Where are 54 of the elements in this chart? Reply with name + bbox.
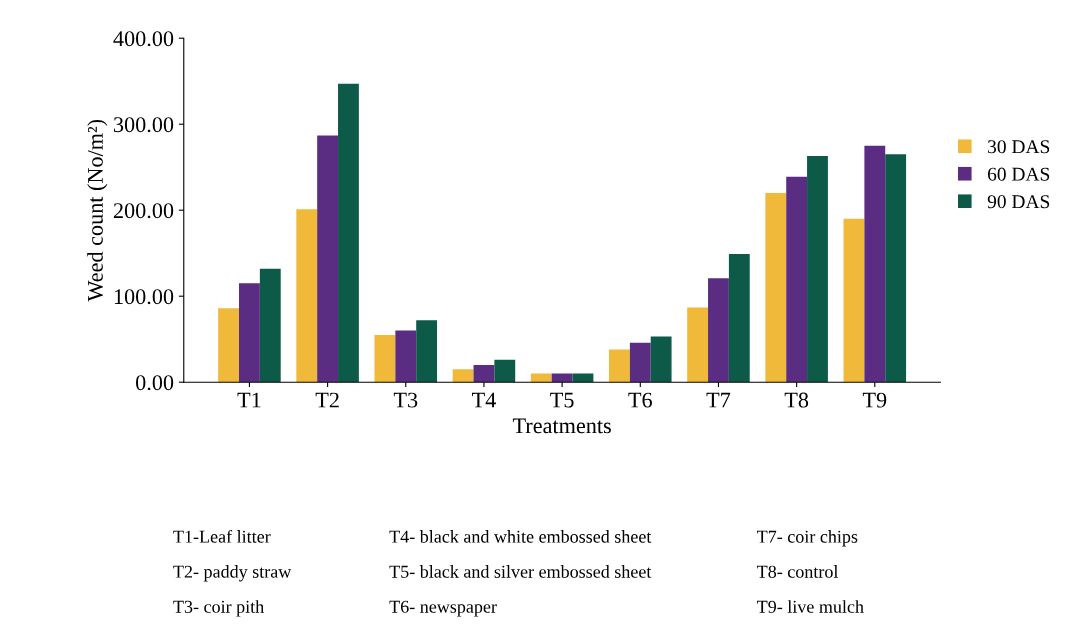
bar: [494, 359, 516, 383]
bar: [786, 176, 808, 383]
text: T4- black and white embossed sheet: [389, 530, 652, 543]
bar: [728, 254, 750, 383]
bar: [395, 330, 417, 383]
bar: [374, 334, 396, 383]
text: T8- control: [757, 565, 839, 578]
bar: [864, 145, 886, 383]
bar: [708, 278, 729, 383]
text: T7- coir chips: [757, 530, 858, 547]
bar: [259, 268, 281, 383]
y-tick-label: 200.00: [113, 203, 174, 219]
x-tick-label: T9: [862, 392, 887, 408]
bar: [629, 342, 651, 383]
bar: [473, 365, 495, 383]
legend-label: 30 DAS: [988, 140, 1050, 154]
text: T2- paddy straw: [173, 565, 292, 582]
x-tick-label: T6: [628, 392, 652, 408]
bar: [765, 193, 787, 383]
x-tick-label: T2: [315, 392, 339, 408]
bar: [885, 154, 907, 383]
y-tick-label: 400.00: [113, 31, 174, 47]
x-tick-label: T8: [784, 392, 809, 408]
text: T5- black and silver embossed sheet: [389, 565, 652, 578]
bar: [687, 307, 709, 383]
bar: [807, 156, 828, 383]
bar: [530, 373, 552, 383]
bar: [317, 135, 339, 383]
bar: [218, 308, 240, 383]
y-tick-label: 0.00: [136, 375, 174, 391]
x-tick-label: T1: [237, 392, 261, 408]
bar: [650, 336, 672, 383]
y-axis-title: Weed count (No/m²): [87, 119, 108, 302]
y-tick-label: 300.00: [114, 117, 174, 133]
text: T6- newspaper: [389, 600, 497, 617]
text: T9- live mulch: [757, 600, 864, 613]
text: T3- coir pith: [173, 600, 264, 617]
bar: [338, 83, 359, 383]
bar: [843, 218, 865, 383]
x-tick-label: T7: [706, 392, 731, 408]
bar: [452, 369, 474, 383]
bar: [239, 283, 260, 383]
x-axis-title: Treatments: [512, 418, 611, 434]
bar: [551, 373, 573, 383]
x-tick-label: T3: [393, 392, 418, 408]
text: T1-Leaf litter: [173, 529, 271, 543]
bar: [416, 320, 438, 383]
x-tick-label: T4: [472, 392, 496, 408]
bar: [296, 209, 318, 383]
y-tick-label: 100.00: [114, 289, 174, 305]
legend-label: 60 DAS: [987, 167, 1050, 181]
bar: [609, 349, 630, 383]
legend-label: 90 DAS: [987, 195, 1050, 209]
x-tick-label: T5: [550, 392, 574, 408]
